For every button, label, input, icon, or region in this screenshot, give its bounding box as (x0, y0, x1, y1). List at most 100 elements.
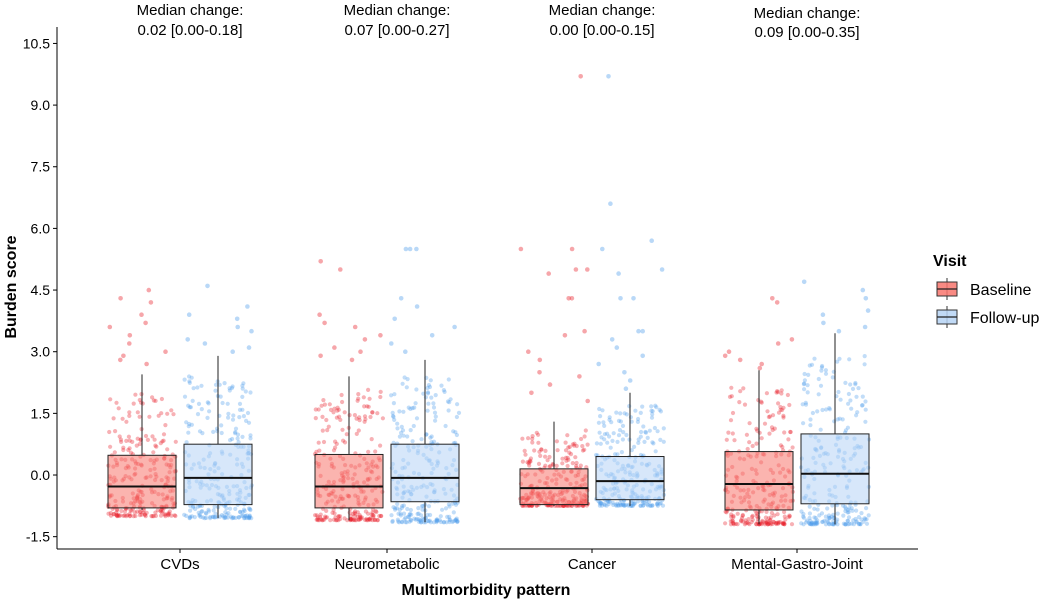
data-point (848, 382, 853, 387)
data-point (632, 444, 637, 449)
outlier-point (722, 353, 728, 359)
data-point (774, 521, 779, 526)
data-point (754, 521, 759, 527)
data-point (845, 425, 851, 430)
data-point (801, 382, 807, 387)
data-point (728, 519, 733, 524)
data-point (820, 519, 825, 525)
data-point (750, 517, 755, 522)
data-point (235, 436, 240, 441)
data-point (129, 508, 134, 513)
data-point (132, 510, 137, 515)
data-point (248, 507, 253, 513)
data-point (408, 428, 413, 433)
data-point (599, 435, 604, 440)
data-point (336, 514, 341, 519)
data-point (230, 436, 235, 442)
data-point (830, 522, 835, 527)
data-point (451, 429, 456, 434)
data-point (222, 381, 227, 386)
data-point (200, 431, 205, 436)
data-point (315, 517, 320, 522)
data-point (526, 461, 531, 466)
annotation-line1: Median change: (754, 5, 861, 22)
data-point (393, 507, 398, 512)
data-point (392, 417, 397, 422)
outlier-point (640, 328, 645, 334)
data-point (560, 456, 565, 461)
data-point (750, 443, 755, 449)
data-point (622, 503, 628, 508)
data-point (781, 415, 786, 420)
data-point (362, 414, 368, 419)
data-point (636, 416, 641, 422)
data-point (835, 517, 840, 522)
data-point (818, 383, 824, 388)
data-point (397, 520, 402, 525)
data-point (348, 513, 354, 519)
data-point (750, 513, 755, 519)
data-point (378, 394, 383, 400)
data-point (134, 443, 139, 448)
data-point (241, 414, 246, 419)
data-point (421, 391, 426, 396)
data-point (315, 515, 320, 520)
data-point (421, 504, 426, 509)
data-point (623, 502, 628, 507)
data-point (843, 522, 848, 527)
outlier-point (585, 398, 590, 404)
data-point (247, 516, 252, 521)
data-point (864, 521, 870, 526)
data-point (760, 519, 765, 525)
data-point (528, 456, 534, 461)
data-point (414, 387, 419, 392)
data-point (778, 520, 783, 525)
data-point (809, 522, 814, 527)
data-point (240, 513, 245, 518)
data-point (353, 511, 358, 516)
data-point (243, 513, 248, 518)
data-point (731, 522, 737, 527)
data-point (441, 520, 446, 525)
data-point (154, 444, 159, 449)
data-point (163, 514, 168, 519)
data-point (578, 463, 583, 468)
data-point (841, 503, 846, 508)
data-point (395, 501, 400, 507)
data-point (401, 433, 406, 438)
data-point (143, 514, 148, 519)
data-point (835, 522, 840, 527)
data-point (837, 416, 842, 421)
data-point (122, 509, 128, 514)
data-point (547, 454, 552, 460)
data-point (547, 464, 552, 470)
outlier-point (770, 296, 775, 301)
data-point (740, 513, 745, 518)
data-point (583, 428, 588, 433)
data-point (856, 522, 862, 527)
data-point (190, 505, 196, 510)
data-point (130, 439, 135, 444)
data-point (445, 399, 451, 404)
data-point (426, 401, 431, 406)
data-point (116, 513, 122, 519)
data-point (324, 417, 329, 423)
data-point (616, 503, 621, 508)
data-point (598, 414, 603, 419)
data-point (161, 432, 167, 437)
data-point (780, 521, 786, 526)
data-point (240, 394, 245, 399)
data-point (584, 465, 589, 470)
data-point (137, 441, 142, 447)
data-point (401, 511, 407, 516)
data-point (859, 517, 864, 522)
data-point (159, 510, 164, 515)
data-point (804, 518, 810, 523)
data-point (314, 513, 319, 518)
data-point (107, 429, 112, 435)
data-point (723, 509, 728, 514)
data-point (770, 413, 776, 418)
data-point (419, 437, 424, 442)
data-point (759, 400, 764, 405)
data-point (314, 449, 319, 454)
